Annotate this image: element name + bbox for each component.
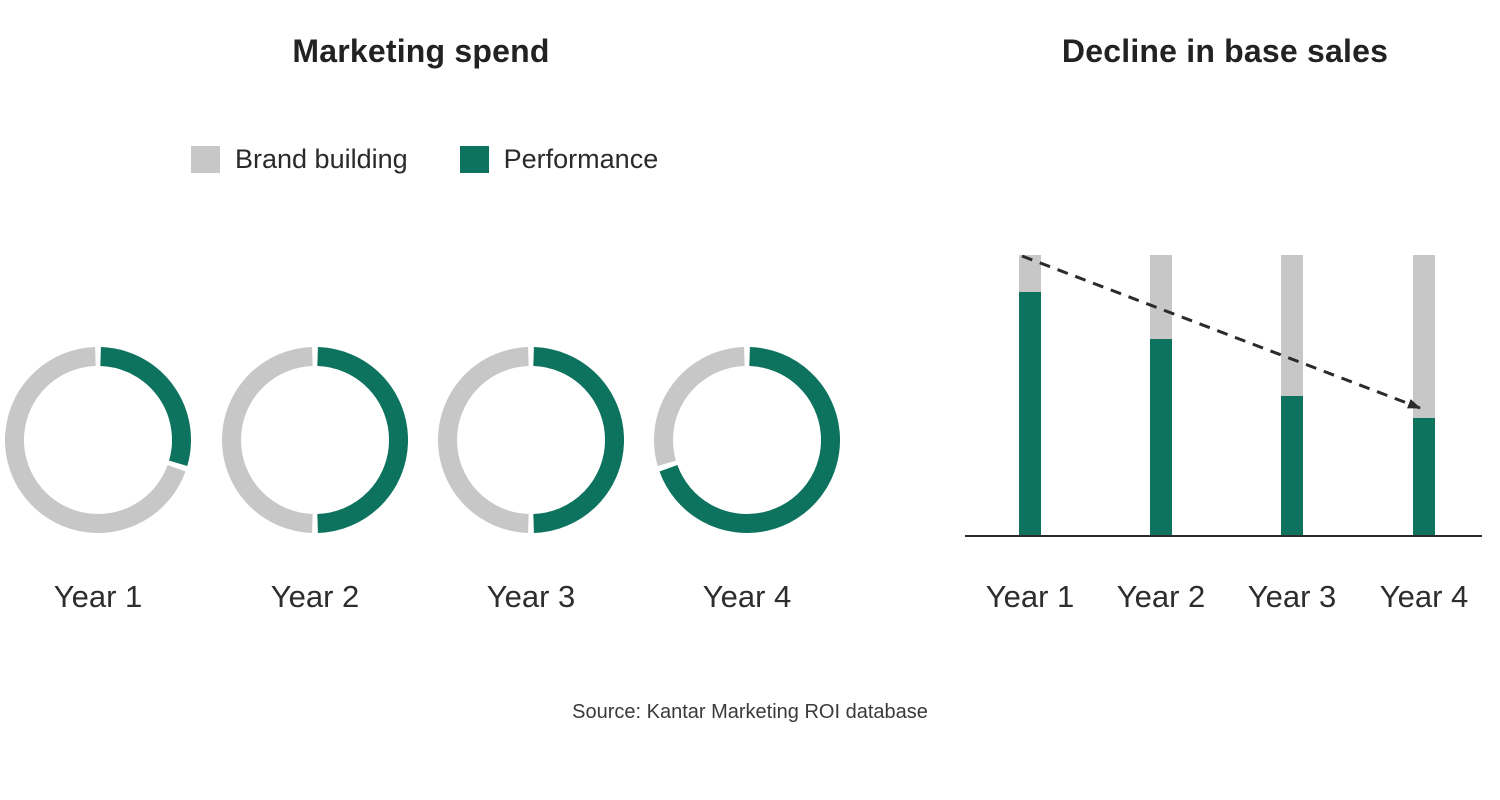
bar-segment-decline <box>1019 255 1041 292</box>
bar-segment-base-sales <box>1019 291 1041 536</box>
donut-year-3 <box>437 347 625 533</box>
donut-segment-performance <box>533 347 625 533</box>
donut-segment-performance <box>659 347 840 533</box>
donut-year-1 <box>5 347 191 533</box>
source-note: Source: Kantar Marketing ROI database <box>572 701 928 723</box>
donut-svg <box>5 347 191 533</box>
donut-year-4 <box>654 347 840 533</box>
legend-label-brand-building: Brand building <box>235 144 408 174</box>
bar-category-label: Year 2 <box>1116 579 1206 614</box>
donut-segment-brand-building <box>221 347 313 533</box>
donut-segment-brand-building <box>654 347 745 466</box>
donut-segment-performance <box>100 347 191 466</box>
bar-segment-decline <box>1150 255 1172 340</box>
bar-year-2 <box>1150 255 1172 536</box>
marketing-spend-title: Marketing spend <box>292 33 550 69</box>
donut-segment-performance <box>317 347 409 533</box>
donut-segment-brand-building <box>437 347 529 533</box>
bar-segment-base-sales <box>1281 395 1303 536</box>
bar-category-label: Year 3 <box>1247 579 1337 614</box>
bar-segment-decline <box>1413 255 1435 418</box>
bar-segment-base-sales <box>1413 417 1435 536</box>
donut-segment-brand-building <box>5 347 186 533</box>
legend-item-brand-building: Brand building <box>191 146 408 173</box>
bar-year-4 <box>1413 255 1435 536</box>
bar-year-1 <box>1019 255 1041 536</box>
legend: Brand building Performance <box>191 146 658 173</box>
donut-category-label: Year 2 <box>270 579 360 614</box>
bar-category-label: Year 1 <box>985 579 1075 614</box>
performance-swatch-icon <box>459 146 489 173</box>
brand-building-swatch-icon <box>191 146 220 173</box>
donut-category-label: Year 1 <box>53 579 143 614</box>
base-sales-title: Decline in base sales <box>1061 33 1389 69</box>
donut-category-label: Year 4 <box>702 579 792 614</box>
donut-category-label: Year 3 <box>486 579 576 614</box>
donut-svg <box>654 347 840 533</box>
donut-svg <box>221 347 409 533</box>
trend-arrow <box>1021 254 1421 410</box>
donut-svg <box>437 347 625 533</box>
bar-segment-base-sales <box>1150 339 1172 536</box>
donut-year-2 <box>221 347 409 533</box>
legend-label-performance: Performance <box>503 144 659 174</box>
trend-dashed-line <box>1021 254 1421 410</box>
x-axis-line <box>965 535 1482 537</box>
bar-category-label: Year 4 <box>1379 579 1469 614</box>
legend-item-performance: Performance <box>459 144 659 174</box>
